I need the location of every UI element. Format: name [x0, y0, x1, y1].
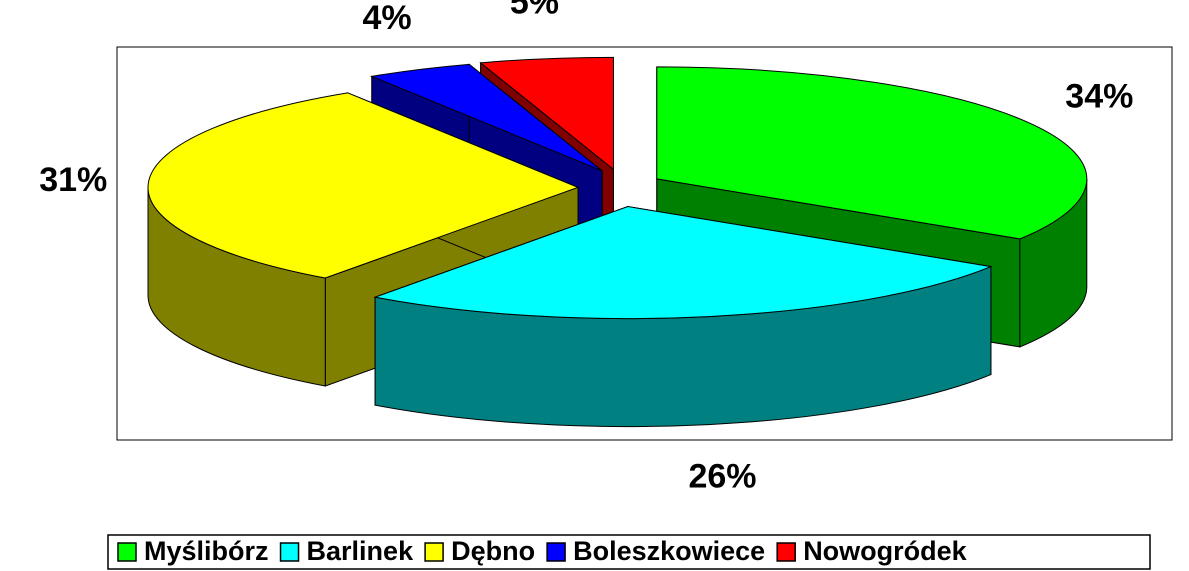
legend-label: Myślibórz [144, 536, 269, 566]
slice [373, 205, 993, 428]
legend-swatch [117, 542, 137, 562]
legend-label: Boleszkowiece [573, 536, 765, 566]
legend-swatch [279, 542, 300, 562]
slice-top [373, 206, 993, 320]
legend-swatch [424, 542, 444, 562]
data-label: 31% [39, 161, 107, 199]
slice-top [147, 92, 580, 279]
data-label: 34% [1065, 77, 1133, 115]
data-labels: 34% 26% 31% 4% 5% [39, 0, 1133, 496]
legend-items: Myślibórz Barlinek Dębno Boleszkowiece Nowog… [117, 536, 968, 566]
slice-top [369, 63, 603, 172]
data-label: 4% [363, 0, 412, 37]
plot-area [116, 46, 1173, 441]
legend-label: Barlinek [307, 536, 415, 566]
legend-swatch [776, 542, 796, 562]
data-label: 26% [688, 458, 756, 496]
legend-label: Dębno [451, 536, 535, 566]
slice-top [656, 66, 1088, 240]
legend-swatch [546, 542, 566, 562]
data-label: 5% [510, 0, 559, 21]
slice-top [479, 56, 614, 171]
pie [147, 56, 1088, 428]
legend-label: Nowogródek [803, 536, 967, 566]
